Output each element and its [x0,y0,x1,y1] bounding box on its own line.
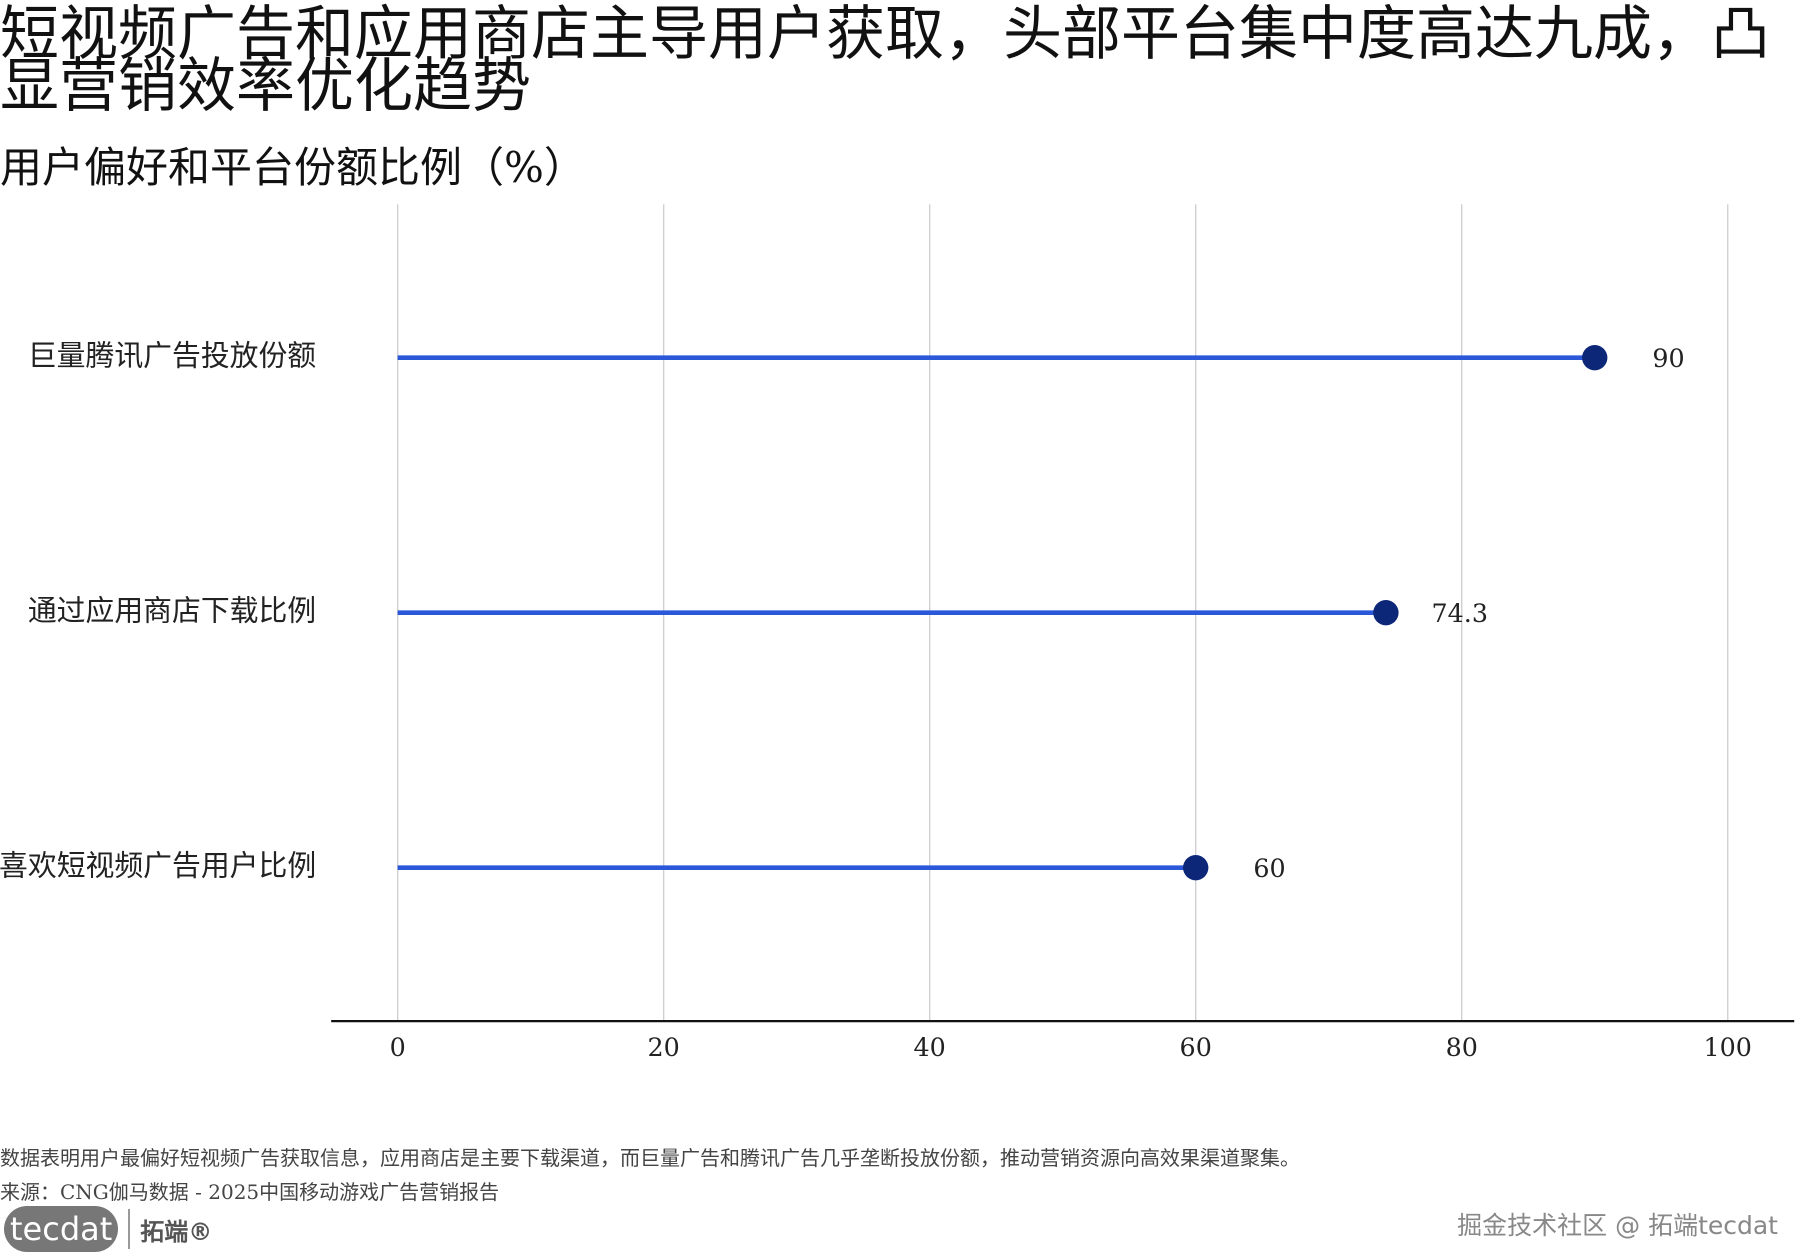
dot [1582,345,1608,371]
logo: tecdat 拓端® [4,1206,212,1252]
y-tick-label: 通过应用商店下载比例 [28,594,316,628]
dot [1183,855,1209,881]
dot [1373,600,1399,626]
value-label: 74.3 [1431,598,1488,628]
logo-text: tecdat [4,1206,119,1252]
y-tick-label: 喜欢短视频广告用户比例 [0,849,316,883]
logo-divider [128,1209,131,1249]
x-tick-label: 100 [1704,1032,1752,1062]
value-label: 90 [1652,343,1684,373]
source: 来源：CNG伽马数据 - 2025中国移动游戏广告营销报告 [0,1180,500,1204]
x-tick-label: 60 [1180,1032,1212,1062]
x-tick-label: 20 [648,1032,680,1062]
x-tick-label: 0 [390,1032,406,1062]
chart-title: 短视频广告和应用商店主导用户获取，头部平台集中度高达九成，凸显营销效率优化趋势 [0,0,1771,120]
watermark: 掘金技术社区 @ 拓端tecdat [1457,1211,1778,1240]
y-tick-label: 巨量腾讯广告投放份额 [28,339,316,373]
x-tick-label: 80 [1446,1032,1478,1062]
x-tick-label: 40 [914,1032,946,1062]
value-label: 60 [1253,853,1285,883]
logo-cn: 拓端® [140,1217,213,1246]
chart-subtitle: 用户偏好和平台份额比例（%） [0,143,586,192]
note: 数据表明用户最偏好短视频广告获取信息，应用商店是主要下载渠道，而巨量广告和腾讯广… [0,1146,1300,1170]
